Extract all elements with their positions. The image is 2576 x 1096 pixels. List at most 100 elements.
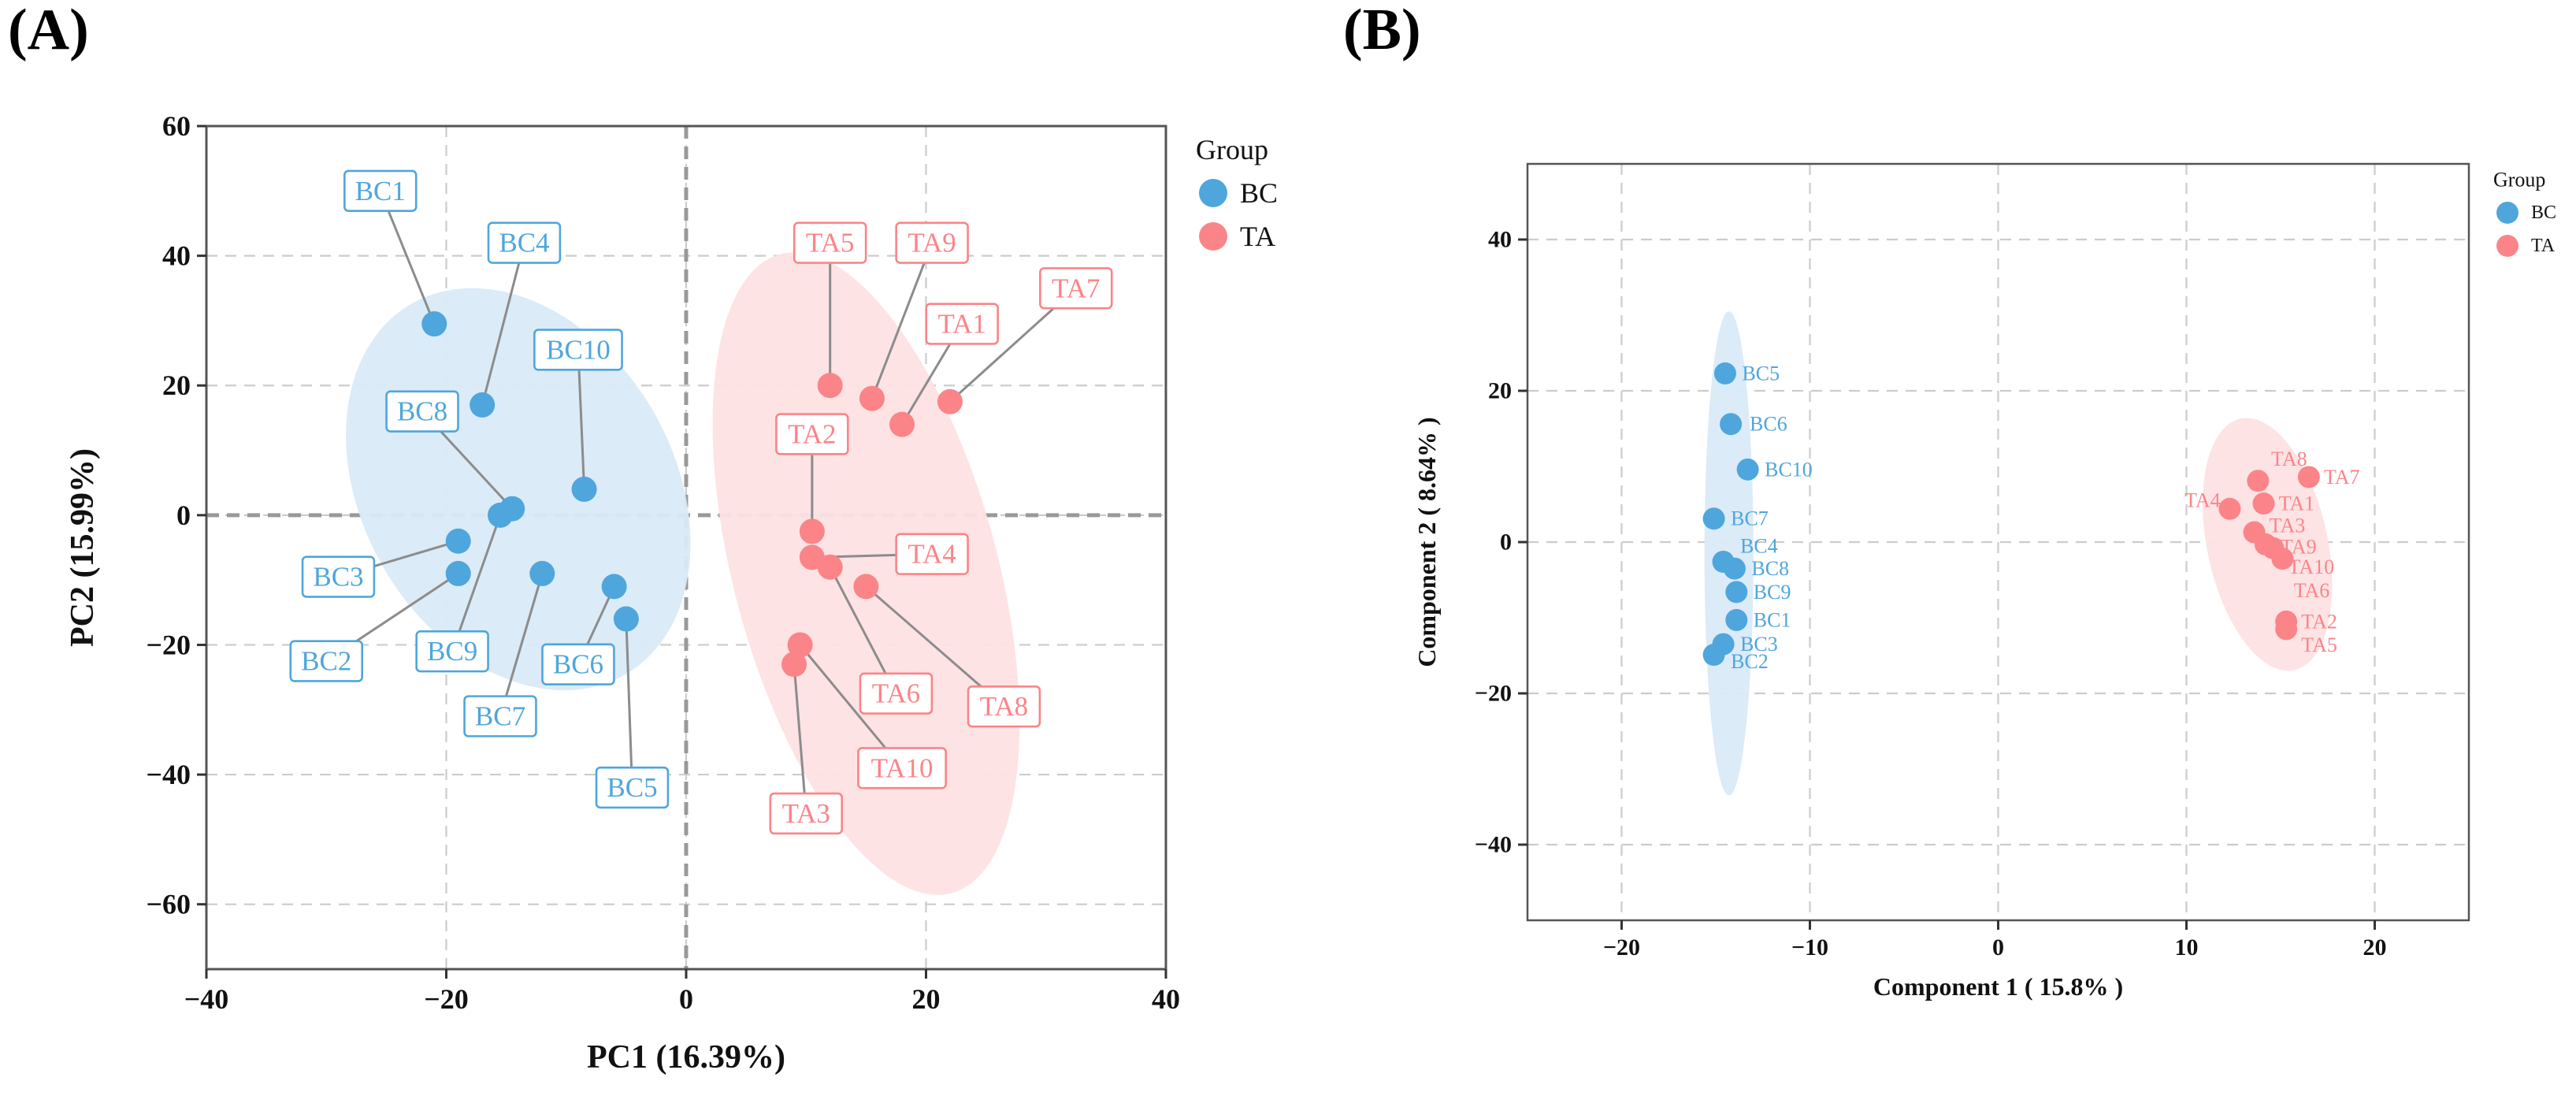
x-tick-label: −10 <box>1791 934 1828 960</box>
leader-line <box>792 664 807 814</box>
y-tick-label: −60 <box>146 889 191 920</box>
point-label: BC7 <box>1731 507 1769 530</box>
point-label: BC6 <box>1750 413 1787 436</box>
y-tick-label: −40 <box>1475 832 1512 858</box>
data-point-bc7 <box>529 560 555 586</box>
point-label: TA4 <box>908 539 956 570</box>
data-point-bc1 <box>1725 608 1748 631</box>
data-point-ta8 <box>2247 470 2270 492</box>
y-tick-label: 0 <box>1500 529 1512 555</box>
legend-marker-bc <box>1199 179 1227 207</box>
y-tick-label: 0 <box>176 500 191 531</box>
point-label: TA3 <box>782 798 830 829</box>
y-tick-label: −20 <box>146 629 191 660</box>
point-label: TA9 <box>908 228 956 258</box>
data-point-bc6 <box>601 574 627 600</box>
data-point-bc1 <box>421 311 447 337</box>
confidence-ellipse-ta <box>712 252 1020 895</box>
data-point-ta1 <box>2252 492 2275 515</box>
data-point-bc9 <box>1725 581 1748 604</box>
point-label-box <box>967 685 1041 728</box>
point-label: BC5 <box>607 772 657 803</box>
point-label: TA9 <box>2281 535 2317 558</box>
point-label-box <box>769 792 843 835</box>
point-label: TA1 <box>2279 492 2315 515</box>
leader-line <box>379 190 436 325</box>
x-tick-label: 20 <box>912 983 941 1015</box>
point-label: BC7 <box>475 701 525 732</box>
point-label-box <box>301 555 376 598</box>
data-point-ta9 <box>859 385 885 411</box>
point-label: BC4 <box>1740 534 1778 557</box>
data-point-bc2 <box>445 560 471 586</box>
point-label-box <box>792 221 867 264</box>
x-tick-label: 10 <box>2175 934 2199 960</box>
point-label: TA8 <box>2271 448 2307 470</box>
data-point-ta8 <box>853 574 879 600</box>
point-label: BC10 <box>1765 458 1813 481</box>
point-label: BC3 <box>313 562 363 593</box>
x-axis-title: Component 1 ( 15.8% ) <box>1873 972 2123 1001</box>
point-label: BC5 <box>1742 362 1780 385</box>
point-label: TA4 <box>2184 489 2221 512</box>
point-label-box <box>289 640 363 682</box>
point-label: BC8 <box>397 396 447 427</box>
leader-line <box>499 573 544 717</box>
y-tick-label: 20 <box>162 370 191 401</box>
y-tick-label: 40 <box>162 240 191 272</box>
data-point-ta10 <box>787 632 813 658</box>
x-tick-label: 0 <box>1992 934 2004 960</box>
legend-marker-bc <box>2496 202 2518 224</box>
point-label: TA7 <box>2324 466 2360 489</box>
data-point-bc5 <box>613 606 639 632</box>
x-tick-label: 20 <box>2363 934 2387 960</box>
data-point-ta6 <box>2271 548 2294 570</box>
point-label: BC6 <box>553 649 603 680</box>
legend-label: TA <box>1240 221 1275 252</box>
point-label: TA3 <box>2270 514 2306 537</box>
point-label-box <box>859 672 934 715</box>
x-tick-label: 0 <box>679 983 693 1015</box>
data-point-bc5 <box>1713 362 1736 385</box>
data-point-ta2 <box>799 518 825 544</box>
point-label-box <box>895 221 969 264</box>
panel-a-pca-plot: BC1 BC2 BC3 BC4 BC5 BC6 BC7 BC8 BC9 BC10 TA1 TA2 TA3… <box>65 110 1278 1076</box>
legend-title: Group <box>2493 169 2545 191</box>
point-label: TA7 <box>1052 273 1100 303</box>
y-tick-label: 40 <box>1488 227 1512 253</box>
point-label-box <box>895 533 969 575</box>
leader-line <box>577 349 586 489</box>
point-label: BC9 <box>427 636 477 667</box>
x-axis-title: PC1 (16.39%) <box>587 1039 785 1076</box>
y-tick-label: −40 <box>146 759 191 790</box>
point-label-box <box>857 747 947 789</box>
y-tick-label: 20 <box>1488 378 1512 404</box>
data-point-bc2 <box>1702 644 1725 667</box>
point-label-box <box>415 630 489 673</box>
point-label: TA8 <box>980 691 1028 722</box>
data-point-ta5 <box>817 373 843 399</box>
point-label-box <box>533 329 623 371</box>
point-label: TA6 <box>872 678 920 709</box>
y-axis-title: PC2 (15.99%) <box>65 448 101 647</box>
point-label: TA1 <box>937 309 985 340</box>
y-tick-label: −20 <box>1475 681 1512 707</box>
point-label: TA5 <box>2301 633 2337 656</box>
point-label: BC1 <box>1754 608 1791 631</box>
point-label: TA6 <box>2294 579 2330 602</box>
leader-line <box>870 242 934 399</box>
point-label: BC3 <box>1740 633 1778 656</box>
x-tick-label: −40 <box>184 983 229 1015</box>
leader-line <box>625 619 633 788</box>
data-point-bc7 <box>1702 507 1725 530</box>
data-point-ta7 <box>937 388 963 414</box>
point-label: TA2 <box>2301 610 2337 633</box>
point-label-box <box>775 413 849 455</box>
y-tick-label: 60 <box>162 110 191 142</box>
point-label: BC8 <box>1751 557 1789 580</box>
x-tick-label: −20 <box>1603 934 1640 960</box>
point-label-box <box>343 169 418 212</box>
data-point-ta1 <box>889 411 915 437</box>
point-label-box <box>1039 267 1113 310</box>
